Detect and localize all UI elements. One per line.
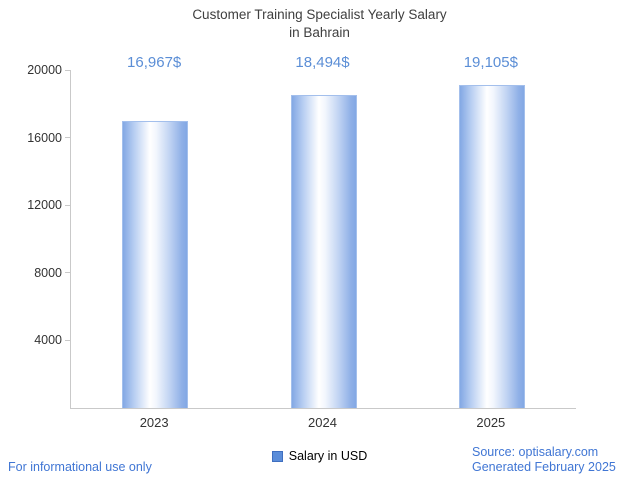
y-tick-label-12000: 12000: [27, 198, 62, 213]
disclaimer-text: For informational use only: [8, 460, 152, 474]
y-tick-mark: [65, 339, 71, 341]
y-tick-label-4000: 4000: [34, 333, 62, 348]
bar-2024: [290, 95, 357, 408]
y-tick-label-16000: 16000: [27, 130, 62, 145]
y-tick-mark: [65, 69, 71, 71]
x-axis-label-2024: 2024: [308, 415, 337, 430]
y-tick-mark: [65, 137, 71, 139]
value-label-2024: 18,494$: [295, 54, 350, 71]
y-tick-mark: [65, 272, 71, 274]
y-axis-tick-labels: 4000 8000 12000 16000 20000: [0, 63, 62, 408]
y-tick-label-20000: 20000: [27, 63, 62, 77]
legend: Salary in USD: [0, 449, 639, 463]
plot-area: [65, 69, 576, 409]
value-label-2025: 19,105$: [463, 54, 518, 71]
value-labels-row: 16,967$ 18,494$ 19,105$: [70, 54, 575, 74]
bar-2025: [458, 85, 525, 408]
x-axis-label-2023: 2023: [139, 415, 169, 430]
y-tick-mark: [65, 204, 71, 206]
y-tick-label-8000: 8000: [34, 265, 62, 280]
footer-source-block: Source: optisalary.com Generated Februar…: [472, 445, 616, 476]
value-label-2023: 16,967$: [127, 54, 182, 71]
source-link[interactable]: Source: optisalary.com: [472, 444, 599, 459]
x-axis-label-2025: 2025: [476, 415, 506, 430]
legend-label: Salary in USD: [288, 449, 368, 463]
bar-2023: [122, 121, 189, 408]
x-axis-labels: 2023 2024 2025: [70, 415, 575, 433]
generated-date: Generated February 2025: [472, 460, 616, 475]
legend-swatch-icon: [271, 450, 283, 462]
chart-title: Customer Training Specialist Yearly Sala…: [192, 7, 447, 41]
